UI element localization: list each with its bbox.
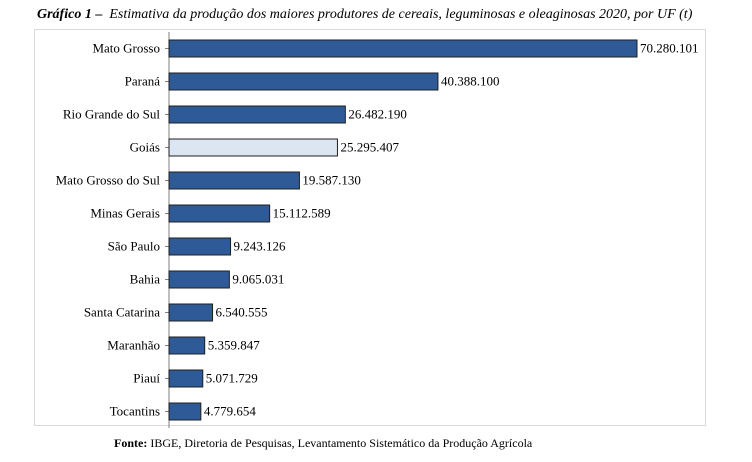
category-label: Paraná <box>125 74 161 89</box>
data-label: 5.071.729 <box>206 371 258 386</box>
data-label: 6.540.555 <box>216 305 268 320</box>
data-label: 19.587.130 <box>302 173 361 188</box>
bar <box>168 237 232 256</box>
chart-source: Fonte: IBGE, Diretoria de Pesquisas, Lev… <box>114 436 532 451</box>
bar <box>168 204 271 223</box>
source-prefix: Fonte: <box>114 436 148 450</box>
data-label: 25.295.407 <box>340 140 399 155</box>
bar <box>168 402 202 421</box>
category-label: Bahia <box>130 272 161 287</box>
bar-highlighted <box>168 138 338 157</box>
bar <box>168 39 638 58</box>
category-label: Mato Grosso do Sul <box>56 173 161 188</box>
category-label: Mato Grosso <box>92 41 160 56</box>
bar <box>168 336 206 355</box>
data-label: 9.243.126 <box>234 239 286 254</box>
chart-title-prefix: Gráfico 1 – <box>37 7 103 22</box>
category-label: Rio Grande do Sul <box>63 107 161 122</box>
category-label: Santa Catarina <box>84 305 160 320</box>
source-text: IBGE, Diretoria de Pesquisas, Levantamen… <box>150 436 533 450</box>
chart-title-text: Estimativa da produção dos maiores produ… <box>109 7 693 22</box>
chart-frame <box>34 29 706 426</box>
category-label: São Paulo <box>108 239 160 254</box>
category-label: Tocantins <box>110 404 160 419</box>
data-label: 26.482.190 <box>348 107 407 122</box>
category-label: Piauí <box>133 371 160 386</box>
bar <box>168 105 346 124</box>
data-label: 9.065.031 <box>232 272 284 287</box>
category-label: Minas Gerais <box>90 206 160 221</box>
bar <box>168 369 204 388</box>
data-label: 15.112.589 <box>273 206 331 221</box>
data-label: 70.280.101 <box>640 41 699 56</box>
bar <box>168 72 439 91</box>
data-label: 4.779.654 <box>204 404 257 419</box>
category-label: Maranhão <box>107 338 160 353</box>
bar <box>168 171 300 190</box>
category-label: Goiás <box>130 140 160 155</box>
data-label: 5.359.847 <box>208 338 261 353</box>
bar <box>168 270 230 289</box>
chart-title: Gráfico 1 – Estimativa da produção dos m… <box>37 7 692 23</box>
data-label: 40.388.100 <box>441 74 500 89</box>
bar <box>168 303 214 322</box>
